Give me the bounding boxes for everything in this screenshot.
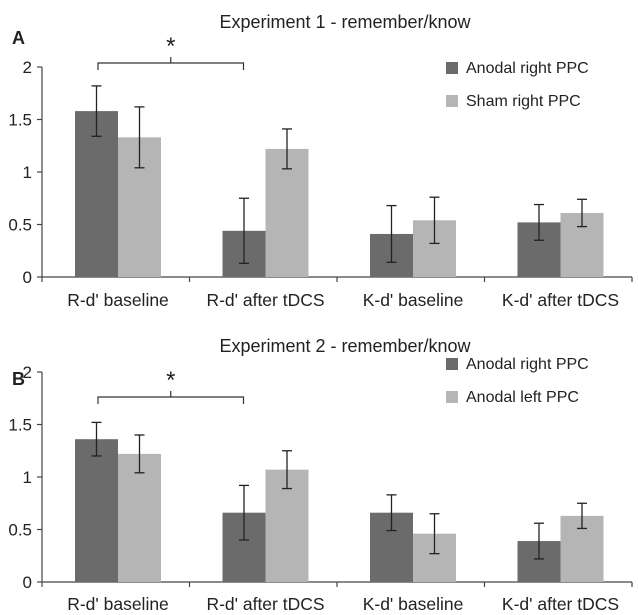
x-category-label: R-d' baseline <box>67 290 169 310</box>
y-tick-label: 0.5 <box>8 521 32 540</box>
legend-label: Anodal right PPC <box>466 60 589 77</box>
x-category-label: R-d' baseline <box>67 594 169 614</box>
x-category-label: K-d' after tDCS <box>502 290 619 310</box>
y-tick-label: 1.5 <box>8 111 32 130</box>
legend-label: Anodal left PPC <box>466 389 579 406</box>
significance-marker: * <box>166 33 175 60</box>
legend-swatch <box>446 358 458 370</box>
significance-bracket <box>97 57 245 70</box>
x-category-label: K-d' baseline <box>363 290 464 310</box>
legend-label: Anodal right PPC <box>466 356 589 373</box>
chart-title: Experiment 2 - remember/know <box>219 336 471 356</box>
y-tick-label: 2 <box>23 363 32 382</box>
significance-bracket <box>97 391 245 404</box>
legend-swatch <box>446 391 458 403</box>
y-tick-label: 1.5 <box>8 416 32 435</box>
bar <box>118 453 161 582</box>
bar <box>265 148 309 277</box>
panel-label: B <box>12 369 25 389</box>
y-tick-label: 0 <box>23 573 32 592</box>
y-tick-label: 0.5 <box>8 216 32 235</box>
chart-title: Experiment 1 - remember/know <box>219 12 471 32</box>
panel-label: A <box>12 28 25 48</box>
x-category-label: K-d' after tDCS <box>502 594 619 614</box>
x-category-label: R-d' after tDCS <box>206 290 324 310</box>
y-tick-label: 1 <box>23 468 32 487</box>
y-tick-label: 2 <box>23 58 32 77</box>
bar <box>75 439 118 582</box>
legend-swatch <box>446 62 458 74</box>
legend-swatch <box>446 95 458 107</box>
bar <box>75 111 118 277</box>
x-category-label: K-d' baseline <box>363 594 464 614</box>
y-tick-label: 1 <box>23 163 32 182</box>
legend-label: Sham right PPC <box>466 93 581 110</box>
significance-marker: * <box>166 367 175 394</box>
y-tick-label: 0 <box>23 268 32 287</box>
x-category-label: R-d' after tDCS <box>206 594 324 614</box>
